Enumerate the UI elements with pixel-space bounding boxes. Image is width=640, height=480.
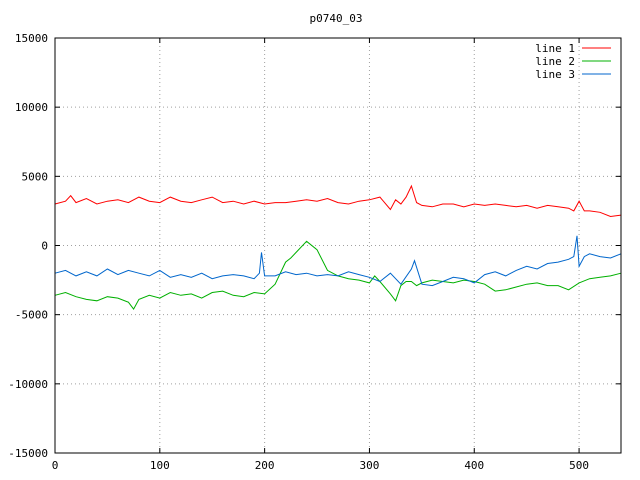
y-tick-label: -15000 [8, 447, 48, 460]
x-tick-label: 200 [255, 459, 275, 472]
y-tick-label: 0 [41, 240, 48, 253]
plot-frame [54, 37, 622, 454]
axis-ticks: 0 100 200 300 400 500 -15000 -10000 -5000 0 5000 10… [8, 32, 621, 472]
chart-title: p0740_03 [310, 12, 363, 25]
x-tick-label: 400 [464, 459, 484, 472]
x-tick-label: 100 [150, 459, 170, 472]
x-tick-label: 500 [569, 459, 589, 472]
series-line-1 [54, 184, 622, 218]
y-tick-label: -5000 [15, 309, 48, 322]
series-lines [54, 184, 622, 311]
y-tick-label: -10000 [8, 378, 48, 391]
legend-label: line 2 [535, 55, 575, 68]
legend-label: line 1 [535, 42, 575, 55]
x-tick-label: 0 [52, 459, 59, 472]
y-tick-label: 15000 [15, 32, 48, 45]
series-line-2 [54, 240, 622, 311]
y-tick-label: 10000 [15, 101, 48, 114]
y-tick-label: 5000 [22, 170, 49, 183]
x-tick-label: 300 [360, 459, 380, 472]
legend-label: line 3 [535, 68, 575, 81]
series-line-3 [54, 235, 622, 287]
